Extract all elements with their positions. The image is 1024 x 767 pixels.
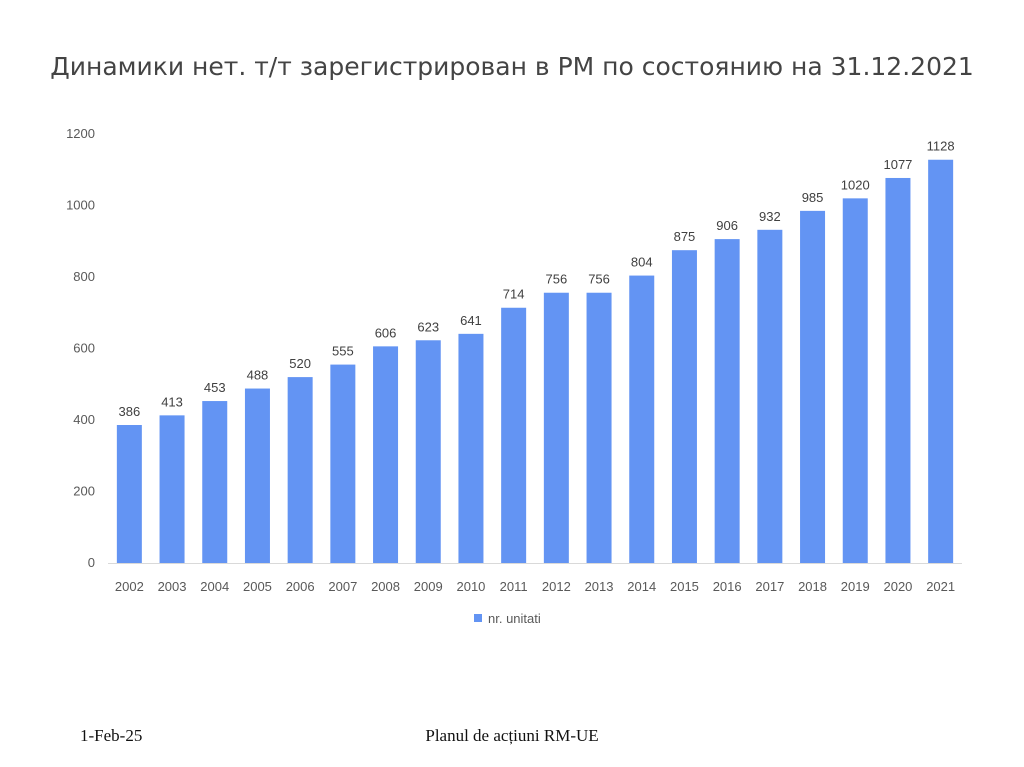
x-tick-label: 2017 xyxy=(755,579,784,594)
data-label: 520 xyxy=(289,356,311,371)
data-label: 386 xyxy=(118,404,140,419)
data-label: 932 xyxy=(759,209,781,224)
bar xyxy=(928,159,954,564)
x-tick-label: 2020 xyxy=(883,579,912,594)
footer-text: Planul de acțiuni RM-UE xyxy=(425,726,599,745)
chart-title: Динамики нет. т/т зарегистрирован в РМ п… xyxy=(50,52,974,81)
bar xyxy=(373,346,399,563)
data-label: 756 xyxy=(588,272,610,287)
x-tick-label: 2007 xyxy=(328,579,357,594)
x-tick-label: 2009 xyxy=(414,579,443,594)
data-label: 1128 xyxy=(927,139,955,154)
x-tick-label: 2006 xyxy=(286,579,315,594)
data-label: 875 xyxy=(674,229,696,244)
x-tick-label: 2021 xyxy=(926,579,955,594)
bar xyxy=(244,388,270,563)
bar xyxy=(330,364,356,563)
x-tick-label: 2014 xyxy=(627,579,656,594)
data-label: 413 xyxy=(161,394,183,409)
bar xyxy=(202,401,228,563)
x-tick-label: 2018 xyxy=(798,579,827,594)
x-tick-label: 2012 xyxy=(542,579,571,594)
x-tick-label: 2005 xyxy=(243,579,272,594)
bar xyxy=(415,340,441,563)
data-label: 453 xyxy=(204,380,226,395)
y-tick-label: 400 xyxy=(73,412,95,427)
footer-date: 1-Feb-25 xyxy=(80,726,143,745)
bar xyxy=(501,307,527,563)
bar xyxy=(885,177,911,563)
x-tick-label: 2016 xyxy=(713,579,742,594)
data-label: 1020 xyxy=(841,177,870,192)
bar xyxy=(757,229,783,563)
y-tick-label: 0 xyxy=(88,555,95,570)
data-label: 985 xyxy=(802,190,824,205)
y-tick-label: 600 xyxy=(73,341,95,356)
bar xyxy=(842,198,868,563)
x-tick-label: 2015 xyxy=(670,579,699,594)
data-label: 488 xyxy=(247,368,269,383)
data-label: 555 xyxy=(332,344,354,359)
x-tick-label: 2004 xyxy=(200,579,229,594)
data-label: 641 xyxy=(460,313,482,328)
x-tick-label: 2010 xyxy=(456,579,485,594)
data-label: 804 xyxy=(631,255,653,270)
x-tick-label: 2008 xyxy=(371,579,400,594)
bar xyxy=(714,239,740,564)
data-label: 714 xyxy=(503,287,525,302)
bar xyxy=(159,415,185,563)
data-label: 606 xyxy=(375,325,397,340)
bar xyxy=(629,275,655,563)
bar xyxy=(671,250,697,563)
bar xyxy=(287,377,313,563)
bar xyxy=(458,333,484,563)
x-tick-label: 2013 xyxy=(585,579,614,594)
data-label: 623 xyxy=(417,319,439,334)
legend-swatch xyxy=(474,614,482,622)
data-label: 1077 xyxy=(883,157,912,172)
data-label: 756 xyxy=(545,272,567,287)
y-tick-label: 800 xyxy=(73,269,95,284)
x-tick-label: 2003 xyxy=(158,579,187,594)
y-tick-label: 1000 xyxy=(66,198,95,213)
bar xyxy=(586,292,612,563)
bar xyxy=(800,210,826,564)
y-tick-label: 200 xyxy=(73,484,95,499)
data-label: 906 xyxy=(716,218,738,233)
x-tick-label: 2019 xyxy=(841,579,870,594)
bar xyxy=(116,425,142,563)
y-tick-label: 1200 xyxy=(66,126,95,141)
x-tick-label: 2011 xyxy=(500,579,528,594)
legend-label: nr. unitati xyxy=(488,611,541,626)
bar xyxy=(543,292,569,563)
x-tick-label: 2002 xyxy=(115,579,144,594)
